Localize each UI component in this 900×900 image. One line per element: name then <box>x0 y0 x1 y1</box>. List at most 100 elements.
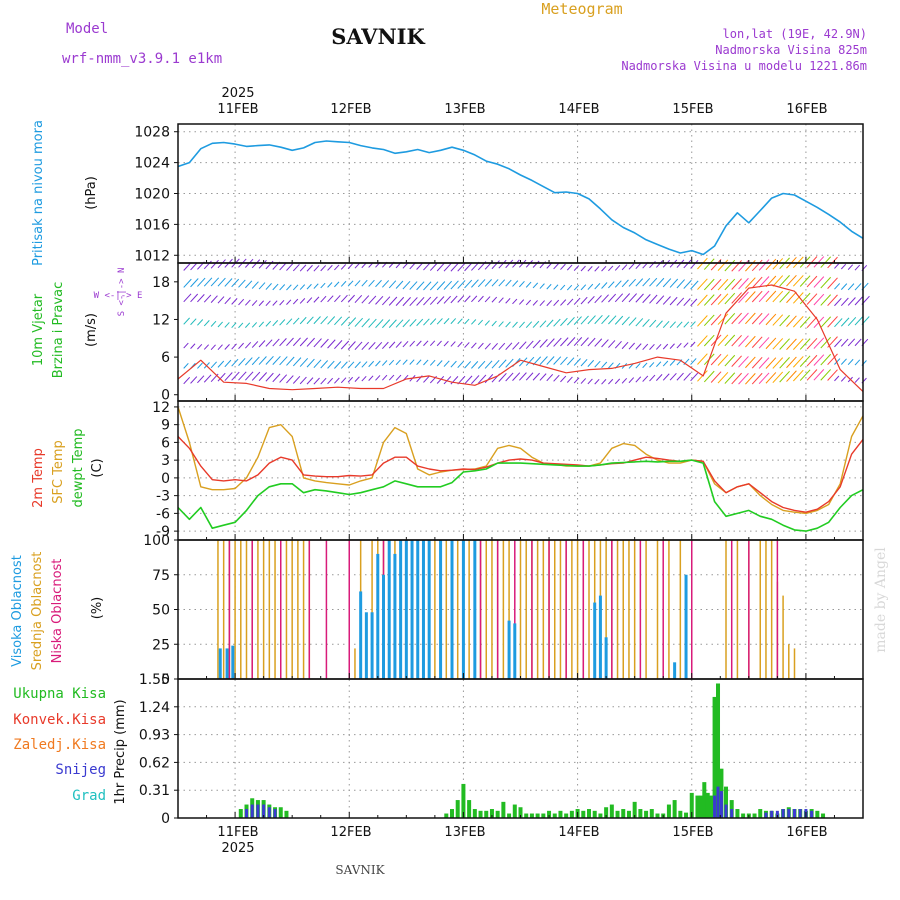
y-tick-label: 1.55 <box>139 672 170 688</box>
wind-barb <box>792 369 804 382</box>
wind-barb <box>286 284 292 291</box>
wind-barb <box>703 278 715 291</box>
wind-barb <box>306 316 314 325</box>
wind-barb <box>279 319 286 326</box>
wind-barb <box>621 377 628 384</box>
wind-barb <box>375 375 381 381</box>
wind-barb <box>402 297 411 307</box>
wind-barb <box>423 375 430 383</box>
wind-barb <box>642 343 649 351</box>
wind-barb <box>450 376 459 385</box>
wind-barb <box>847 297 856 306</box>
wind-barb <box>546 319 554 328</box>
total-precip-bar <box>558 810 563 818</box>
wind-barb <box>649 362 655 368</box>
mid-cloud-bar <box>519 540 522 679</box>
wind-barb <box>477 319 484 326</box>
y-tick-label: 100 <box>143 533 170 549</box>
wind-barb <box>292 284 299 291</box>
wind-barb <box>560 375 567 383</box>
wind-barb <box>601 265 607 272</box>
wind-barb <box>340 340 350 350</box>
wind-barb <box>224 278 233 287</box>
wind-barb <box>642 277 651 287</box>
legend-snow: Snijeg <box>55 762 106 778</box>
wind-barb <box>655 320 663 328</box>
mid-cloud-bar <box>559 540 562 679</box>
wind-barb <box>443 340 449 347</box>
wind-barb <box>457 262 466 272</box>
wind-barb <box>806 316 818 329</box>
wind-barb <box>594 315 603 325</box>
wind-barb <box>662 343 669 350</box>
wind-barb <box>751 357 763 369</box>
wind-panel-frame <box>177 262 864 402</box>
wind-barb <box>279 374 288 383</box>
wind-barb <box>183 263 191 271</box>
wind-barb <box>471 342 477 349</box>
mid-cloud-bar <box>525 540 527 679</box>
wind-barb <box>847 283 855 291</box>
cloud-unit: (%) <box>90 597 105 620</box>
wind-barb <box>546 300 553 307</box>
wind-barb <box>683 298 691 307</box>
wind-barb <box>265 372 274 382</box>
wind-barb <box>546 283 552 290</box>
wind-barb <box>477 374 487 384</box>
wind-barb <box>847 317 857 327</box>
wind-barb <box>292 337 301 347</box>
high-cloud-bar <box>421 540 425 679</box>
total-precip-bar <box>512 804 517 818</box>
wind-barb <box>272 320 279 327</box>
wind-barb <box>368 375 374 381</box>
wind-barb <box>272 373 281 383</box>
low-cloud-bar <box>565 540 567 679</box>
wind-barb <box>697 294 708 307</box>
wind-barb <box>820 336 832 349</box>
low-cloud-bar <box>251 540 253 679</box>
wind-barb <box>238 298 245 306</box>
wind-barb <box>471 295 478 303</box>
wind-barb <box>505 342 513 350</box>
wind-barb <box>251 322 258 328</box>
wind-barb <box>498 372 507 382</box>
high-cloud-bar <box>364 612 368 679</box>
y-tick-label: 18 <box>152 275 170 291</box>
wind-barb <box>272 283 279 291</box>
wind-barb <box>340 377 347 384</box>
wind-barb <box>224 372 233 382</box>
total-precip-bar <box>564 813 569 818</box>
wind-barb <box>512 280 519 287</box>
product-title: Meteogram <box>541 0 622 18</box>
wind-barb <box>464 375 473 385</box>
wind-barb <box>258 356 267 365</box>
wind-barb <box>313 359 322 368</box>
wind-barb <box>594 378 600 385</box>
wind-barb <box>190 318 197 326</box>
low-cloud-bar <box>730 540 733 679</box>
wind-barb <box>546 374 554 382</box>
wind-barb <box>676 279 685 289</box>
wind-barb <box>436 296 445 305</box>
wind-barb <box>347 263 353 270</box>
wind-ylabel-1: 10m Vjetar <box>31 293 46 366</box>
wind-barb <box>313 377 320 385</box>
wind-barb <box>806 275 818 288</box>
mid-cloud-bar <box>262 540 265 679</box>
total-precip-bar <box>729 800 734 818</box>
wind-barb <box>690 321 696 328</box>
total-precip-bar <box>815 810 820 818</box>
grid-layer <box>178 124 863 819</box>
wind-barb <box>745 277 756 289</box>
wind-barb <box>375 360 381 367</box>
wind-barb <box>443 376 452 385</box>
mid-cloud-bar <box>291 540 293 679</box>
wind-barb <box>299 298 306 304</box>
wind-barb <box>491 260 500 270</box>
high-cloud-bar <box>684 574 688 679</box>
wind-barb <box>286 375 294 384</box>
wind-barb <box>251 341 259 348</box>
wind-barb <box>669 321 676 329</box>
wind-barb <box>286 356 295 366</box>
mid-cloud-bar <box>782 595 784 679</box>
